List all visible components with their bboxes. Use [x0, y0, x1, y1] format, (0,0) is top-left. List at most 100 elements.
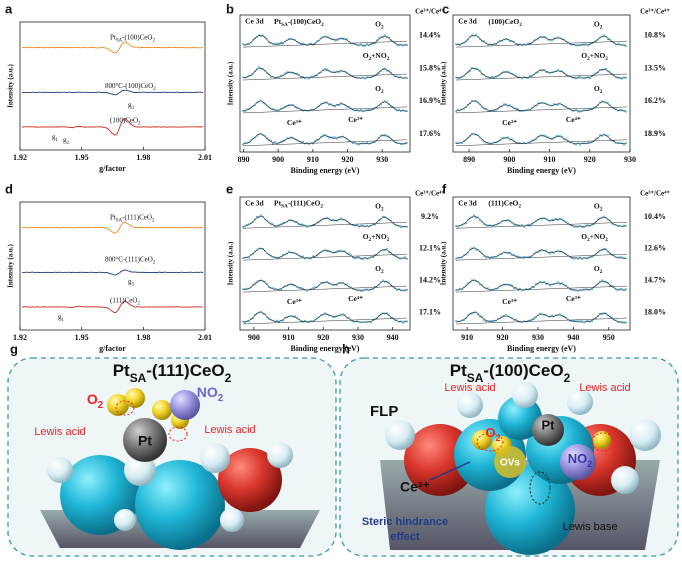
x-tick-label: 1.95 — [75, 333, 89, 342]
data-point — [575, 108, 577, 111]
data-point — [326, 68, 328, 71]
fit-line — [242, 34, 407, 46]
data-point — [362, 258, 364, 260]
y-axis-label: Intensity (a.u.) — [227, 61, 235, 105]
data-point — [579, 76, 581, 78]
data-point — [404, 320, 406, 322]
trace-label: (111)CeO2 — [110, 296, 140, 306]
ce3-label: Ce³⁺ — [400, 479, 430, 495]
data-point — [402, 226, 404, 228]
trace-label: g3 — [128, 101, 135, 111]
data-point — [244, 225, 246, 228]
text-part: SA — [281, 22, 288, 28]
o2-label: O2 — [485, 425, 500, 443]
data-point — [384, 34, 386, 36]
data-point — [507, 218, 509, 221]
data-point — [571, 257, 573, 260]
data-point — [258, 66, 260, 69]
spectrum-label: (100)CeO2 — [488, 17, 522, 28]
baseline — [455, 139, 628, 147]
data-point — [338, 38, 340, 41]
atom — [114, 509, 136, 531]
data-point — [294, 315, 296, 318]
data-point — [310, 257, 312, 260]
data-point — [332, 218, 334, 221]
atom — [611, 466, 639, 494]
x-tick-label: 1.95 — [75, 153, 89, 162]
data-point — [551, 218, 553, 221]
data-point — [336, 137, 338, 140]
data-point — [322, 134, 324, 137]
plot-frame — [19, 201, 206, 331]
data-point — [579, 256, 581, 259]
data-point — [581, 43, 583, 46]
data-point — [495, 109, 497, 112]
trace-label: g1 — [52, 133, 59, 143]
scheme-g: g PtSA-(111)CeO2 O2 NO2 Lewis acid Lewis… — [7, 341, 337, 557]
spectrum-label: Ce⁴⁺ — [348, 294, 363, 303]
data-point — [324, 312, 326, 314]
pt-atom — [123, 418, 167, 462]
data-point — [619, 256, 621, 258]
data-point — [308, 77, 310, 80]
text-part: 3 — [132, 106, 135, 111]
data-point — [286, 71, 288, 74]
data-point — [334, 39, 336, 42]
data-point — [587, 257, 589, 260]
no2-label: NO2 — [568, 451, 593, 469]
spectrum-label: Ce³⁺ — [502, 118, 517, 127]
x-axis-label: g/factor — [99, 344, 126, 353]
ratio-label: 15.8% — [419, 63, 441, 72]
data-point — [340, 217, 342, 220]
text-part: +NO — [371, 232, 387, 241]
atom — [124, 454, 156, 486]
data-point — [617, 42, 619, 45]
data-point — [455, 320, 457, 322]
text-part: 1 — [62, 318, 65, 323]
y-axis-label: Intensity (a.u.) — [227, 241, 235, 285]
data-point — [364, 45, 366, 47]
data-point — [603, 34, 605, 36]
data-point — [621, 256, 623, 258]
ratio-label: 18.9% — [644, 129, 666, 138]
data-point — [523, 226, 525, 228]
text-part: (111)CeO — [110, 296, 137, 304]
data-point — [244, 321, 246, 324]
marker — [529, 471, 551, 505]
data-point — [519, 287, 521, 290]
text-part: -(111)CeO — [288, 198, 321, 207]
text-part: 2 — [138, 121, 141, 126]
data-point — [583, 43, 585, 46]
data-point — [310, 75, 312, 78]
plot-frame — [452, 14, 631, 153]
data-point — [304, 319, 306, 322]
ratio-label: 9.2% — [421, 212, 439, 221]
panel-letter: h — [342, 341, 350, 356]
x-axis-label: Binding energy (eV) — [291, 344, 360, 353]
atom — [218, 448, 282, 512]
data-point — [577, 290, 579, 292]
data-point — [575, 44, 577, 47]
x-tick-label: 920 — [317, 333, 329, 342]
x-tick-label: 900 — [503, 155, 515, 164]
text-part: NO — [568, 451, 588, 466]
data-point — [503, 103, 505, 106]
data-point — [455, 110, 457, 113]
data-point — [621, 109, 623, 111]
fit-line — [455, 215, 626, 227]
spectrum-label: Ce⁴⁺ — [566, 115, 581, 124]
text-part: g — [128, 277, 132, 285]
text-part: 2 — [225, 371, 232, 385]
x-tick-label: 930 — [624, 155, 636, 164]
baseline — [242, 317, 408, 325]
text-part: 2 — [496, 433, 501, 443]
text-part: 2 — [519, 22, 522, 28]
data-point — [505, 103, 507, 106]
spectrum-label: Ce³⁺ — [287, 118, 302, 127]
x-tick-label: 1.98 — [136, 153, 150, 162]
atom — [560, 444, 596, 480]
fit-line — [242, 279, 407, 291]
text-part: -(100)CeO — [483, 361, 563, 380]
x-tick-label: 910 — [283, 333, 295, 342]
text-part: 2 — [320, 204, 323, 210]
